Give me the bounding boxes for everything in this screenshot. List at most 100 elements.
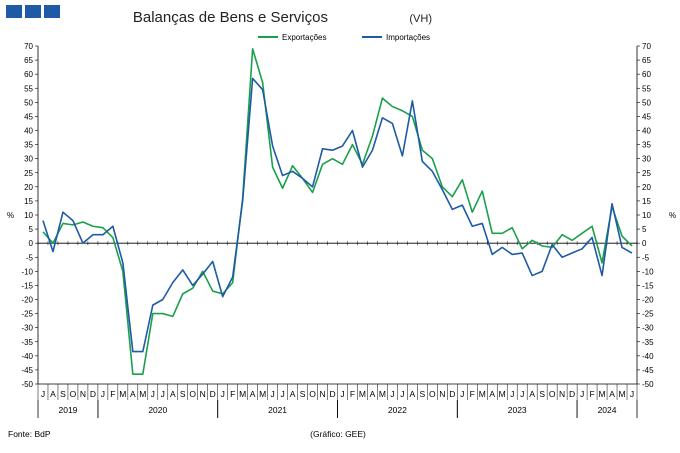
y-tick-label-right: -20 <box>642 296 654 305</box>
footer-credit: (Gráfico: GEE) <box>310 429 366 439</box>
month-label: J <box>270 389 274 399</box>
series-line-importacoes <box>42 77 633 353</box>
y-tick-label-right: 30 <box>642 155 651 164</box>
month-label: A <box>50 389 56 399</box>
y-tick-label-left: 30 <box>24 155 33 164</box>
month-label: O <box>549 389 556 399</box>
y-tick-label-right: 60 <box>642 70 651 79</box>
y-tick-label-right: -25 <box>642 310 654 319</box>
year-label: 2024 <box>598 405 617 415</box>
month-label: O <box>189 389 196 399</box>
month-label: J <box>151 389 155 399</box>
y-tick-label-right: -40 <box>642 352 654 361</box>
y-tick-label-left: 60 <box>24 70 33 79</box>
y-tick-label-right: 0 <box>642 239 647 248</box>
month-label: M <box>259 389 266 399</box>
month-label: A <box>410 389 416 399</box>
y-tick-label-left: -5 <box>26 253 34 262</box>
month-label: J <box>161 389 165 399</box>
month-label: M <box>359 389 366 399</box>
y-tick-label-left: -15 <box>21 281 33 290</box>
month-label: A <box>489 389 495 399</box>
y-tick-label-right: 15 <box>642 197 651 206</box>
y-tick-label-left: -35 <box>21 338 33 347</box>
y-tick-label-right: 10 <box>642 211 651 220</box>
month-label: J <box>630 389 634 399</box>
y-tick-label-left: 20 <box>24 183 33 192</box>
y-tick-label-right: 35 <box>642 141 651 150</box>
y-tick-label-right: 5 <box>642 225 647 234</box>
month-label: N <box>439 389 445 399</box>
month-label: A <box>170 389 176 399</box>
month-label: S <box>420 389 426 399</box>
month-label: S <box>60 389 66 399</box>
month-label: F <box>470 389 475 399</box>
y-tick-label-left: 5 <box>29 225 34 234</box>
month-label: J <box>460 389 464 399</box>
y-tick-label-right: 40 <box>642 127 651 136</box>
y-tick-label-right: -30 <box>642 324 654 333</box>
month-label: J <box>221 389 225 399</box>
y-tick-label-left: 15 <box>24 197 33 206</box>
month-label: J <box>400 389 404 399</box>
y-tick-label-right: -50 <box>642 380 654 389</box>
y-tick-label-left: 10 <box>24 211 33 220</box>
y-tick-label-left: -30 <box>21 324 33 333</box>
y-tick-label-left: 50 <box>24 98 33 107</box>
month-label: J <box>580 389 584 399</box>
month-label: J <box>390 389 394 399</box>
month-label: J <box>510 389 514 399</box>
y-tick-label-left: -45 <box>21 366 33 375</box>
month-label: F <box>230 389 235 399</box>
month-label: M <box>119 389 126 399</box>
y-tick-label-right: 25 <box>642 169 651 178</box>
y-tick-label-left: 25 <box>24 169 33 178</box>
month-label: D <box>329 389 335 399</box>
chart-title: Balanças de Bens e Serviços <box>133 9 328 26</box>
y-tick-label-right: 20 <box>642 183 651 192</box>
month-label: F <box>110 389 115 399</box>
month-label: O <box>70 389 77 399</box>
y-tick-label-right: -35 <box>642 338 654 347</box>
year-label: 2022 <box>388 405 407 415</box>
footer-source: Fonte: BdP <box>8 429 51 439</box>
y-tick-label-left: -40 <box>21 352 33 361</box>
series-line-exportacoes <box>42 48 633 375</box>
year-label: 2023 <box>508 405 527 415</box>
month-label: M <box>618 389 625 399</box>
month-label: J <box>520 389 524 399</box>
month-label: A <box>290 389 296 399</box>
y-tick-label-right: -10 <box>642 267 654 276</box>
y-axis-label-left: % <box>7 211 14 220</box>
month-label: S <box>300 389 306 399</box>
month-label: S <box>539 389 545 399</box>
y-tick-label-left: -20 <box>21 296 33 305</box>
y-tick-label-left: 0 <box>29 239 34 248</box>
month-label: F <box>350 389 355 399</box>
y-tick-label-right: 45 <box>642 112 651 121</box>
y-tick-label-right: 55 <box>642 84 651 93</box>
month-label: M <box>139 389 146 399</box>
y-tick-label-right: -5 <box>642 253 650 262</box>
month-label: J <box>280 389 284 399</box>
month-label: O <box>309 389 316 399</box>
month-label: D <box>90 389 96 399</box>
month-label: M <box>479 389 486 399</box>
y-tick-label-left: 45 <box>24 112 33 121</box>
month-label: F <box>589 389 594 399</box>
month-label: N <box>559 389 565 399</box>
y-tick-label-left: 55 <box>24 84 33 93</box>
chart-title-suffix: (VH) <box>409 13 432 25</box>
month-label: A <box>130 389 136 399</box>
month-label: D <box>449 389 455 399</box>
month-label: J <box>41 389 45 399</box>
legend-label-exportacoes: Exportações <box>282 33 326 42</box>
month-label: A <box>250 389 256 399</box>
month-label: M <box>499 389 506 399</box>
month-label: N <box>319 389 325 399</box>
legend-label-importacoes: Importações <box>386 33 430 42</box>
y-tick-label-right: 50 <box>642 98 651 107</box>
y-tick-label-left: -50 <box>21 380 33 389</box>
